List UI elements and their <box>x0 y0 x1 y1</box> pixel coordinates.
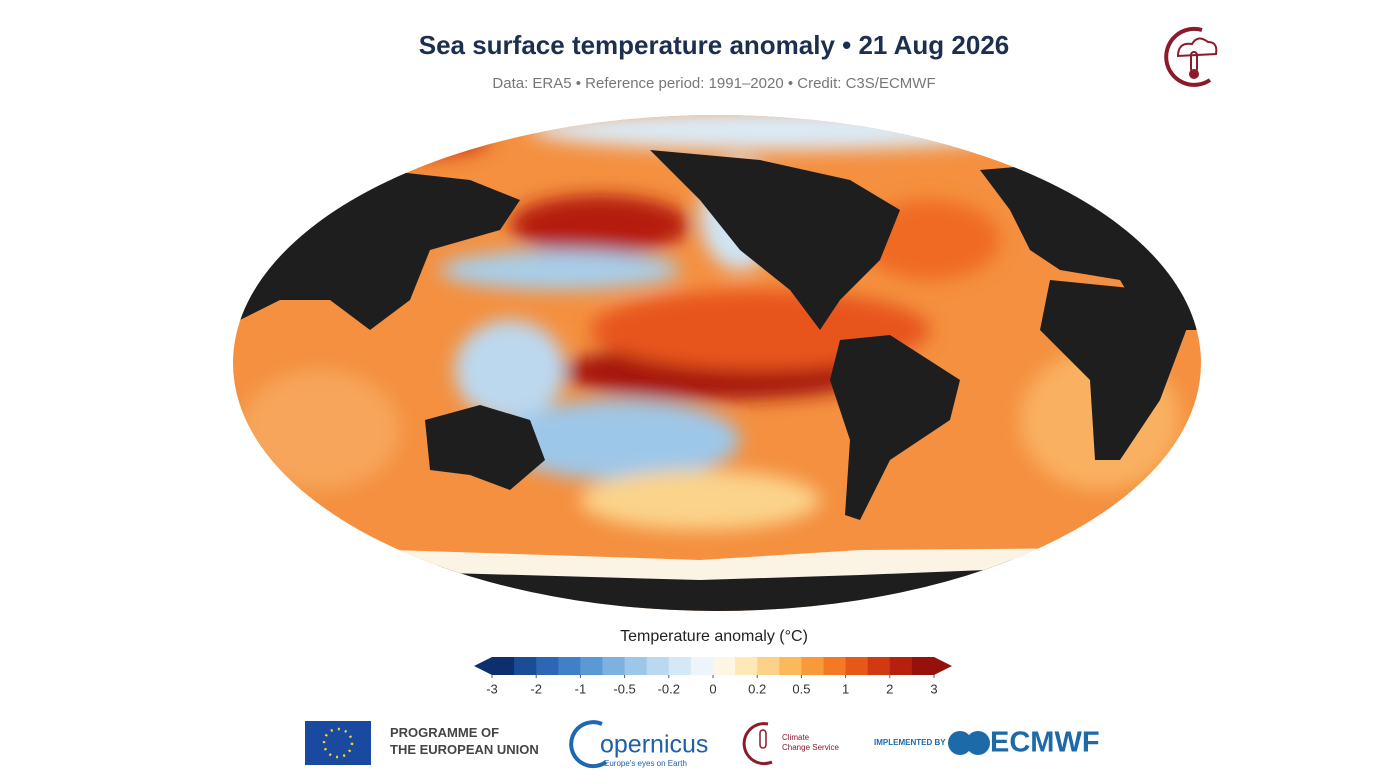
subtitle: Data: ERA5 • Reference period: 1991–2020… <box>492 75 935 92</box>
sst-map <box>233 115 1201 611</box>
colorbar-segment <box>845 657 869 675</box>
colorbar-segment <box>690 657 714 675</box>
colorbar-segment <box>867 657 891 675</box>
c3s-icon <box>1164 26 1218 87</box>
colorbar-tick-label: 2 <box>886 681 893 696</box>
title: Sea surface temperature anomaly • 21 Aug… <box>419 30 1010 60</box>
copernicus-text: opernicus <box>600 731 708 759</box>
colorbar-tick-label: -3 <box>486 681 498 696</box>
colorbar-tick-label: 0 <box>709 681 716 696</box>
eu-text: PROGRAMME OF THE EUROPEAN UNION <box>390 725 539 757</box>
colorbar-segment <box>514 657 537 675</box>
colorbar-segment <box>757 657 780 675</box>
colorbar-arrow <box>934 657 952 675</box>
colorbar-segment <box>558 657 581 675</box>
colorbar-tick-label: 0.5 <box>792 681 810 696</box>
colorbar: -3 -2 -1 -0.5 -0.2 0 0.2 0.5 1 2 3 <box>474 657 952 696</box>
colorbar-segment <box>668 657 692 675</box>
colorbar-segment <box>602 657 626 675</box>
colorbar-segment <box>713 657 736 675</box>
colorbar-segment <box>823 657 847 675</box>
colorbar-tick-label: 0.2 <box>748 681 766 696</box>
colorbar-tick-label: -0.5 <box>613 681 635 696</box>
colorbar-segment <box>801 657 824 675</box>
copernicus-c <box>569 720 608 769</box>
colorbar-segment <box>624 657 648 675</box>
implemented-by: IMPLEMENTED BY <box>874 738 946 747</box>
ecmwf-text: ECMWF <box>990 727 1100 759</box>
colorbar-arrow <box>474 657 492 675</box>
c3s-text: Climate Change Service <box>782 733 839 752</box>
colorbar-segment <box>646 657 670 675</box>
colorbar-segment <box>536 657 559 675</box>
copernicus-tagline: Europe's eyes on Earth <box>604 759 687 768</box>
colorbar-segment <box>911 657 935 675</box>
colorbar-segment <box>580 657 603 675</box>
eu-flag <box>305 721 371 765</box>
footer-logos: PROGRAMME OF THE EUROPEAN UNION opernicus… <box>305 720 1100 769</box>
colorbar-segment <box>492 657 515 675</box>
colorbar-segment <box>779 657 802 675</box>
colorbar-title: Temperature anomaly (°C) <box>620 628 808 645</box>
colorbar-tick-label: -0.2 <box>658 681 680 696</box>
colorbar-tick-label: 3 <box>930 681 937 696</box>
colorbar-segment <box>889 657 913 675</box>
colorbar-segment <box>735 657 758 675</box>
colorbar-tick-label: -1 <box>575 681 587 696</box>
colorbar-tick-label: 1 <box>842 681 849 696</box>
colorbar-tick-label: -2 <box>530 681 542 696</box>
